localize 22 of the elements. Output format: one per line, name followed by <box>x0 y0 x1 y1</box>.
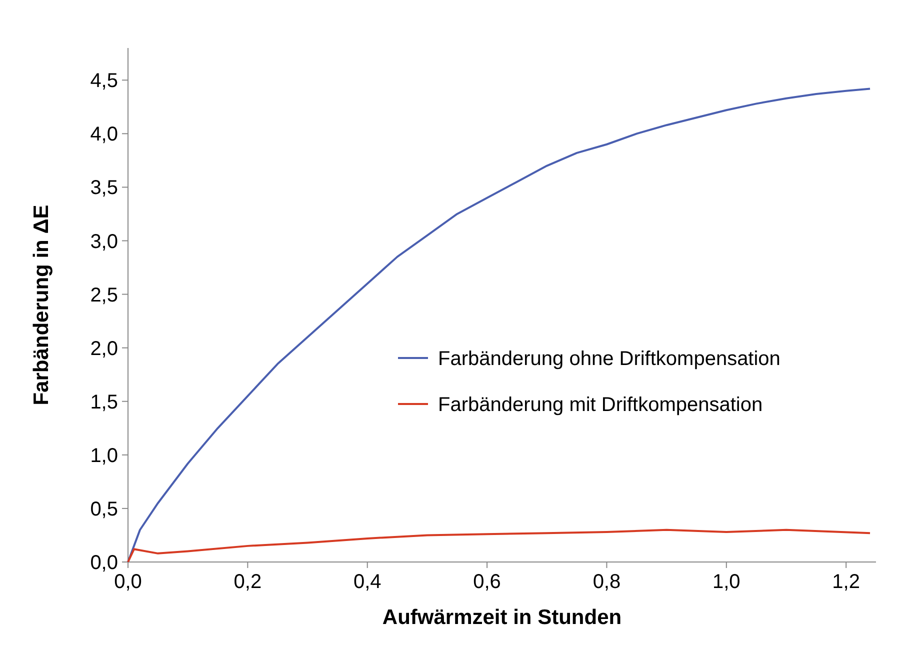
legend-label: Farbänderung ohne Driftkompensation <box>438 348 780 370</box>
x-tick-label: 1,2 <box>832 571 860 593</box>
x-tick-label: 0,6 <box>473 571 501 593</box>
y-tick-label: 3,0 <box>90 230 118 253</box>
y-tick-label: 3,5 <box>90 177 118 200</box>
y-tick-label: 4,0 <box>90 124 118 146</box>
y-tick-label: 0,0 <box>90 552 118 574</box>
y-tick-label: 2,0 <box>90 338 118 360</box>
legend-label: Farbänderung mit Driftkompensation <box>438 394 763 416</box>
y-tick-label: 1,5 <box>90 391 118 414</box>
x-tick-label: 0,0 <box>114 571 142 593</box>
y-tick-label: 1,0 <box>90 444 118 467</box>
x-tick-label: 0,2 <box>234 571 262 593</box>
y-tick-label: 0,5 <box>90 498 118 520</box>
y-tick-label: 2,5 <box>90 284 118 306</box>
y-axis-title: Farbänderung in ΔE <box>30 204 53 406</box>
x-tick-label: 0,8 <box>592 571 621 593</box>
line-series <box>127 528 872 563</box>
x-tick-label: 0,4 <box>353 571 382 593</box>
y-tick-label: 4,5 <box>90 70 118 92</box>
x-axis-title: Aufwärmzeit in Stunden <box>382 606 622 629</box>
x-tick-label: 1,0 <box>712 571 740 593</box>
